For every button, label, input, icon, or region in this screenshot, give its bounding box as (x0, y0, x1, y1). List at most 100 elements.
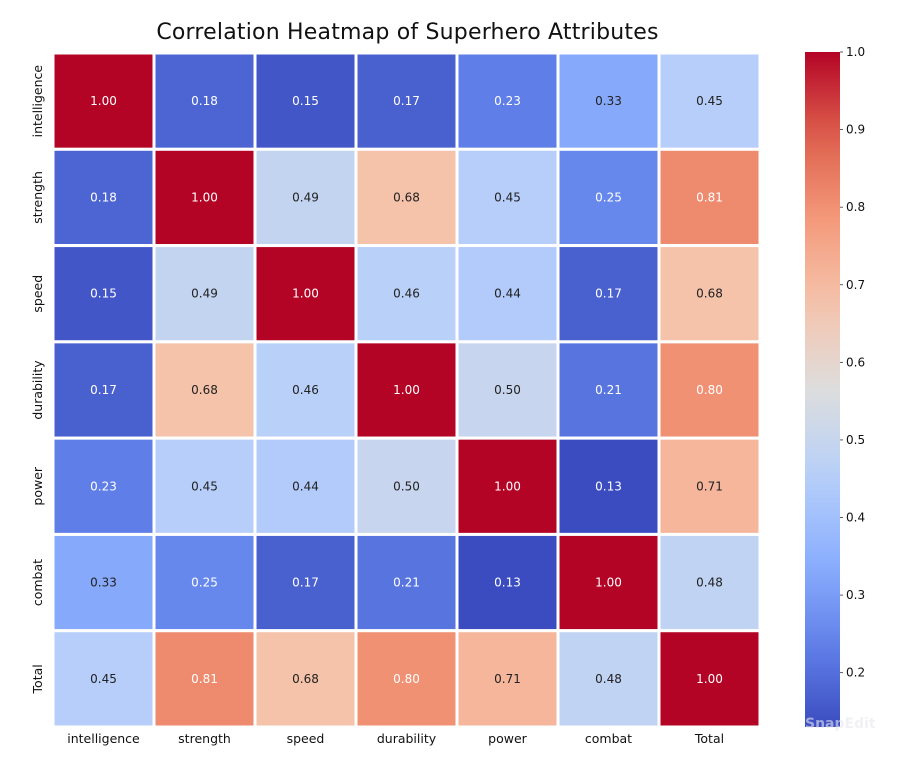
cell-value-label: 0.45 (191, 479, 218, 493)
cell-value-label: 0.44 (494, 287, 521, 301)
heatmap-cell (253, 244, 358, 344)
y-axis-tick-labels: intelligence strength speed durability power… (30, 65, 45, 695)
heatmap-cell (253, 147, 358, 248)
heatmap-cell (354, 244, 459, 344)
heatmap-cell (152, 340, 257, 440)
colorbar-tick-label: 0.8 (846, 200, 865, 214)
cell-value-label: 0.18 (191, 94, 218, 108)
y-tick-label: speed (30, 275, 45, 313)
colorbar: 0.2 0.3 0.4 0.5 0.6 0.7 0.8 0.9 1.0 (805, 45, 865, 727)
colorbar-gradient (805, 52, 840, 727)
cell-value-label: 0.80 (696, 383, 723, 397)
heatmap-cell (152, 147, 257, 248)
x-tick-label: durability (377, 731, 437, 746)
cell-value-label: 0.17 (595, 287, 622, 301)
colorbar-tick-label: 0.3 (846, 588, 865, 602)
colorbar-tick-label: 0.9 (846, 123, 865, 137)
cell-value-label: 0.80 (393, 672, 420, 686)
heatmap-cell (51, 51, 156, 151)
y-tick-label: strength (30, 171, 45, 224)
heatmap-cell (253, 629, 358, 729)
cell-value-label: 0.50 (393, 479, 420, 493)
cell-value-label: 0.21 (393, 576, 420, 590)
heatmap-cell (354, 532, 459, 633)
y-tick-label: power (30, 466, 45, 505)
heatmap-cell (657, 147, 762, 248)
cell-value-label: 1.00 (595, 576, 622, 590)
heatmap-cell (455, 340, 560, 440)
heatmap-cell (253, 532, 358, 633)
cell-value-label: 1.00 (696, 672, 723, 686)
cell-value-label: 0.81 (191, 672, 218, 686)
cell-value-label: 0.46 (393, 287, 420, 301)
cell-value-label: 0.45 (90, 672, 117, 686)
heatmap-cell (556, 629, 661, 729)
heatmap-cell (253, 340, 358, 440)
cell-value-label: 0.15 (292, 94, 319, 108)
heatmap-cell (455, 147, 560, 248)
x-axis-tick-labels: intelligence strength speed durability power… (67, 731, 724, 746)
colorbar-tick-label: 1.0 (846, 45, 865, 59)
chart-title: Correlation Heatmap of Superhero Attribu… (156, 20, 659, 45)
cell-value-label: 0.13 (494, 576, 521, 590)
heatmap-cell (657, 532, 762, 633)
y-tick-label: combat (30, 559, 45, 606)
cell-value-label: 0.68 (393, 190, 420, 204)
cell-value-label: 0.23 (90, 479, 117, 493)
cell-value-label: 0.33 (595, 94, 622, 108)
cell-value-label: 0.18 (90, 190, 117, 204)
y-tick-label: durability (30, 360, 45, 420)
cell-value-label: 0.68 (292, 672, 319, 686)
cell-value-label: 0.21 (595, 383, 622, 397)
colorbar-tick-label: 0.7 (846, 278, 865, 292)
cell-value-label: 0.68 (696, 287, 723, 301)
x-tick-label: speed (287, 731, 325, 746)
heatmap-cell (51, 244, 156, 344)
cell-value-label: 1.00 (393, 383, 420, 397)
cell-value-label: 0.48 (696, 576, 723, 590)
heatmap-cell (253, 51, 358, 151)
cell-value-label: 0.71 (696, 479, 723, 493)
colorbar-tick-label: 0.4 (846, 511, 865, 525)
heatmap-cell (354, 629, 459, 729)
heatmap-cells: 1.00 0.18 0.15 0.17 0.23 0.33 0.45 0.18 1.00 0.49… (51, 51, 762, 729)
cell-value-label: 0.49 (292, 190, 319, 204)
heatmap-cell (51, 147, 156, 248)
colorbar-tick-label: 0.6 (846, 355, 865, 369)
cell-value-label: 0.71 (494, 672, 521, 686)
cell-value-label: 0.17 (292, 576, 319, 590)
cell-value-label: 0.68 (191, 383, 218, 397)
heatmap-cell (455, 244, 560, 344)
cell-value-label: 0.25 (191, 576, 218, 590)
cell-value-label: 0.45 (494, 190, 521, 204)
colorbar-tick-label: 0.5 (846, 433, 865, 447)
cell-value-label: 0.46 (292, 383, 319, 397)
heatmap-cell (556, 532, 661, 633)
cell-value-label: 0.23 (494, 94, 521, 108)
heatmap-cell (354, 340, 459, 440)
cell-value-label: 0.17 (90, 383, 117, 397)
heatmap-cell (657, 244, 762, 344)
x-tick-label: strength (178, 731, 231, 746)
cell-value-label: 0.48 (595, 672, 622, 686)
x-tick-label: combat (585, 731, 632, 746)
cell-value-label: 0.15 (90, 287, 117, 301)
heatmap-cell (556, 147, 661, 248)
heatmap-cell (152, 629, 257, 729)
cell-value-label: 0.13 (595, 479, 622, 493)
cell-value-label: 0.25 (595, 190, 622, 204)
x-tick-label: Total (694, 731, 724, 746)
y-tick-label: Total (30, 664, 45, 694)
x-tick-label: power (488, 731, 527, 746)
y-tick-label: intelligence (30, 65, 45, 138)
cell-value-label: 1.00 (292, 287, 319, 301)
heatmap-cell (152, 51, 257, 151)
cell-value-label: 0.49 (191, 287, 218, 301)
cell-value-label: 1.00 (494, 479, 521, 493)
heatmap-cell (657, 629, 762, 729)
heatmap-cell (152, 436, 257, 536)
cell-value-label: 1.00 (90, 94, 117, 108)
x-tick-label: intelligence (67, 731, 140, 746)
heatmap-cell (51, 629, 156, 729)
